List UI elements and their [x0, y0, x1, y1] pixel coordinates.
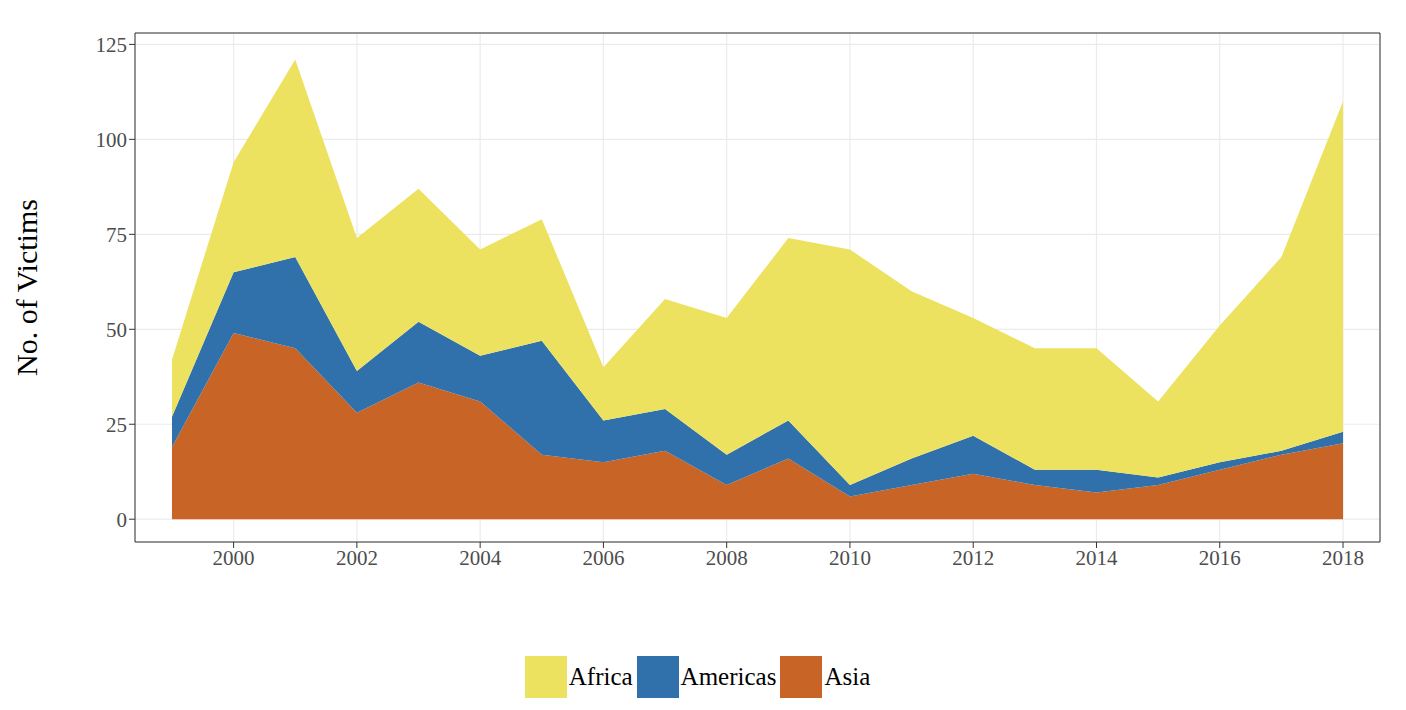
svg-text:2010: 2010 [829, 546, 871, 570]
html-text:Americas: Americas [680, 663, 777, 690]
svg-text:No. of Victims: No. of Victims [10, 199, 43, 376]
svg-text:2016: 2016 [1199, 546, 1241, 570]
svg-text:2000: 2000 [213, 546, 255, 570]
svg-text:2014: 2014 [1075, 546, 1118, 570]
svg-text:2018: 2018 [1322, 546, 1364, 570]
svg-text:125: 125 [96, 33, 128, 57]
svg-text:100: 100 [96, 128, 128, 152]
svg-text:2006: 2006 [582, 546, 624, 570]
html-text:Africa: Africa [568, 663, 633, 690]
svg-text:50: 50 [106, 318, 127, 342]
svg-text:25: 25 [106, 413, 127, 437]
svg-text:2008: 2008 [706, 546, 748, 570]
svg-text:2004: 2004 [459, 546, 502, 570]
html-text:Asia: Asia [824, 663, 871, 690]
svg-text:2012: 2012 [952, 546, 994, 570]
svg-text:75: 75 [106, 223, 127, 247]
svg-text:2002: 2002 [336, 546, 378, 570]
svg-text:0: 0 [117, 508, 128, 532]
